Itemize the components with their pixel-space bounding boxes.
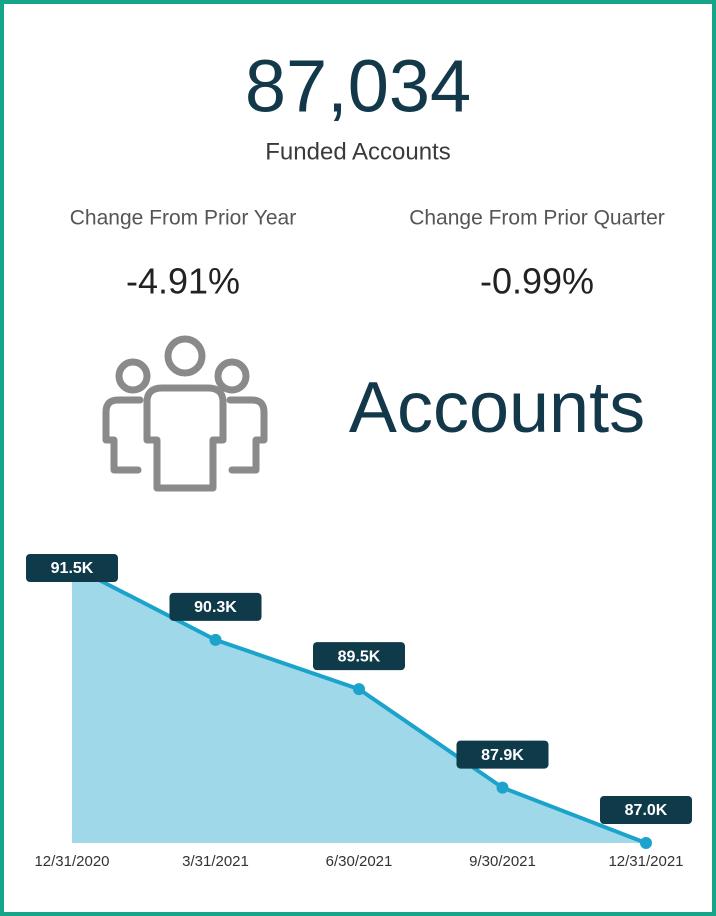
people-icon: [102, 335, 268, 492]
area-fill: [72, 566, 646, 843]
data-label: 91.5K: [51, 560, 94, 577]
point: [353, 683, 365, 696]
point: [640, 837, 652, 849]
data-label-box: [600, 796, 692, 824]
change-value: -0.99%: [480, 261, 594, 302]
data-label: 90.3K: [194, 599, 237, 616]
change-value: -4.91%: [126, 261, 240, 302]
data-label: 87.9K: [481, 747, 524, 764]
point: [496, 781, 509, 794]
x-tick-label: 9/30/2021: [469, 853, 536, 870]
data-label-box: [313, 642, 405, 671]
kpi-label: Funded Accounts: [265, 138, 450, 165]
data-label: 87.0K: [625, 802, 668, 819]
x-tick-label: 12/31/2021: [608, 853, 683, 870]
data-label: 89.5K: [338, 648, 381, 665]
x-tick-label: 6/30/2021: [326, 853, 393, 870]
x-tick-label: 12/31/2020: [34, 853, 109, 870]
change-label: Change From Prior Quarter: [409, 207, 665, 230]
data-label-box: [169, 592, 262, 621]
heading: Accounts: [349, 368, 645, 448]
kpi-value: 87,034: [245, 45, 471, 128]
data-label-box: [26, 554, 118, 582]
point: [209, 633, 222, 646]
change-label: Change From Prior Year: [70, 207, 296, 230]
data-label-box: [456, 740, 549, 769]
x-tick-label: 3/31/2021: [182, 853, 249, 870]
